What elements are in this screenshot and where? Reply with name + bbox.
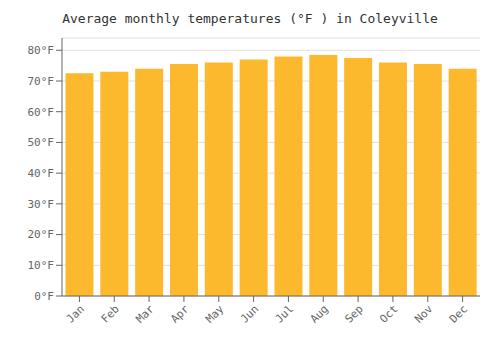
svg-text:Dec: Dec xyxy=(447,302,470,325)
svg-text:Jan: Jan xyxy=(64,302,87,325)
svg-text:May: May xyxy=(203,302,227,326)
svg-text:Apr: Apr xyxy=(168,302,192,326)
svg-text:50°F: 50°F xyxy=(28,136,55,149)
html-text:Average monthly temperatures (: Average monthly temperatures (°F ) in Co… xyxy=(62,11,438,26)
svg-text:Aug: Aug xyxy=(308,302,331,325)
svg-text:Mar: Mar xyxy=(133,302,157,326)
svg-text:80°F: 80°F xyxy=(28,44,55,57)
svg-text:Nov: Nov xyxy=(412,302,436,326)
svg-text:10°F: 10°F xyxy=(28,259,55,272)
svg-text:20°F: 20°F xyxy=(28,228,55,241)
svg-text:40°F: 40°F xyxy=(28,167,55,180)
svg-text:70°F: 70°F xyxy=(28,75,55,88)
svg-text:Jul: Jul xyxy=(273,302,296,325)
svg-text:Jun: Jun xyxy=(238,302,261,325)
svg-text:60°F: 60°F xyxy=(28,106,55,119)
svg-text:30°F: 30°F xyxy=(28,198,55,211)
svg-text:Oct: Oct xyxy=(377,302,400,325)
svg-text:Sep: Sep xyxy=(342,302,365,325)
svg-text:0°F: 0°F xyxy=(34,290,54,303)
svg-text:Feb: Feb xyxy=(99,302,122,325)
